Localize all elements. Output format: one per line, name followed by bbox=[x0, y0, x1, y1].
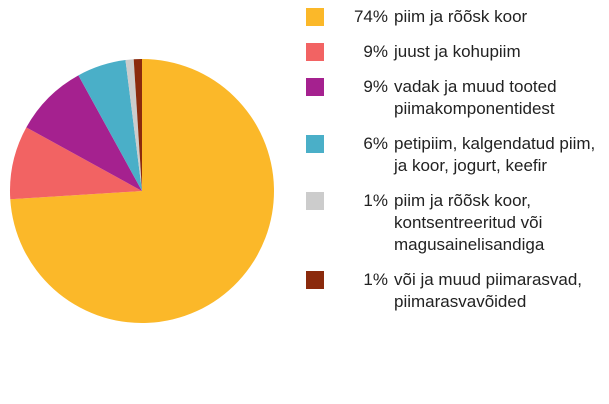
legend-item: 9% juust ja kohupiim bbox=[306, 41, 609, 63]
value-label: 9% bbox=[363, 77, 388, 96]
value-label: 1% bbox=[363, 191, 388, 210]
chart bbox=[9, 59, 274, 323]
value-label: 6% bbox=[363, 134, 388, 153]
legend-label: juust ja kohupiim bbox=[394, 42, 521, 61]
pie-slice bbox=[26, 75, 143, 191]
value-label: 1% bbox=[363, 270, 388, 289]
legend-label: piim ja rõõsk koor bbox=[394, 7, 528, 26]
pie-slice bbox=[10, 59, 274, 323]
legend-swatch bbox=[306, 271, 324, 289]
pie-slice bbox=[78, 60, 142, 191]
legend-item: 6% petipiim, kalgendatud piim, ja koor, j… bbox=[306, 133, 609, 177]
legend-label: või ja muud piima­rasvad, piimarasva­või… bbox=[394, 270, 583, 311]
value-label: 74% bbox=[353, 7, 388, 26]
legend-swatch bbox=[306, 8, 324, 26]
legend-label: petipiim, kalgendatud piim, ja koor, jog… bbox=[394, 134, 596, 175]
value-label: 9% bbox=[363, 42, 388, 61]
legend-item: 1% piim ja rõõsk koor, kontsentreeritud v… bbox=[306, 190, 609, 256]
pie-slice bbox=[133, 59, 142, 191]
legend-item: 1% või ja muud piima­rasvad, piimarasva­v… bbox=[306, 269, 609, 313]
legend-swatch bbox=[306, 78, 324, 96]
legend-swatch bbox=[306, 135, 324, 153]
legend-swatch bbox=[306, 43, 324, 61]
legend: 74% piim ja rõõsk koor 9% juust ja kohupiim… bbox=[306, 6, 609, 313]
legend-label: piim ja rõõsk koor, kontsentreeritud või… bbox=[394, 191, 545, 254]
legend-item: 74% piim ja rõõsk koor bbox=[306, 6, 609, 28]
pie-slice bbox=[125, 59, 142, 192]
legend-label: vadak ja muud tooted piimakomponentidest bbox=[394, 77, 557, 118]
legend-item: 9% vadak ja muud tooted piimakomponentide… bbox=[306, 76, 609, 120]
legend-swatch bbox=[306, 192, 324, 210]
pie-slice bbox=[9, 127, 142, 200]
